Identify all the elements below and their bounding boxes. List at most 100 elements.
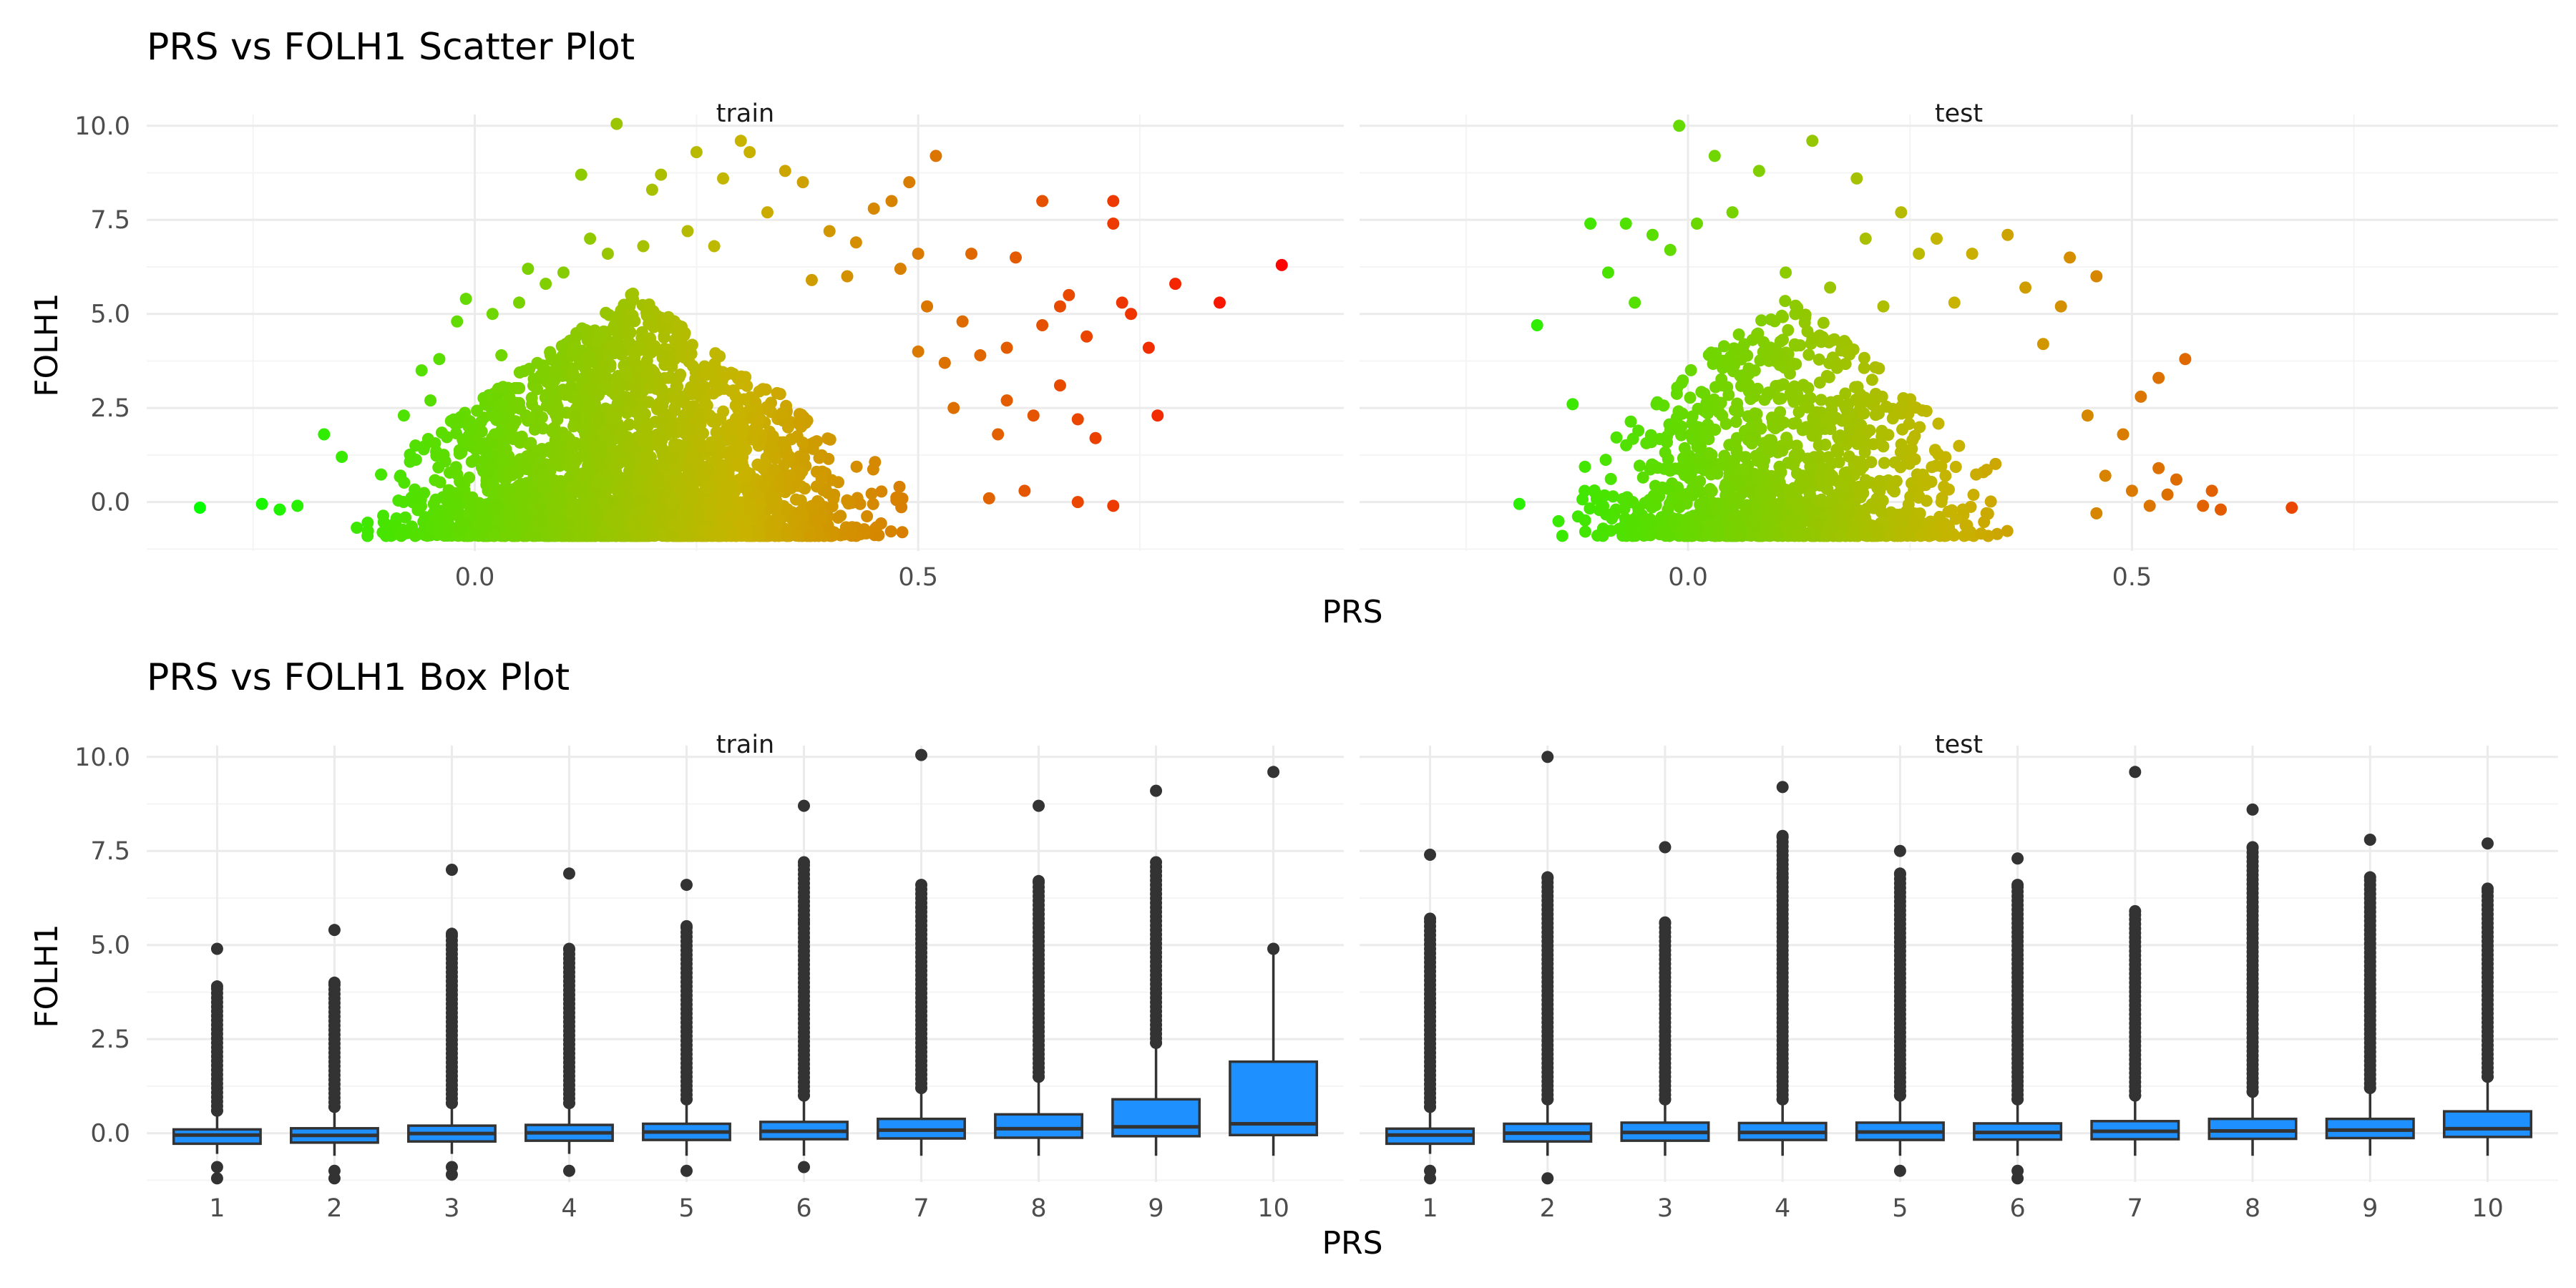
- scatter-point: [1780, 431, 1793, 444]
- scatter-point: [691, 506, 704, 519]
- scatter-point: [804, 530, 816, 542]
- scatter-point: [555, 340, 568, 353]
- scatter-point: [727, 384, 740, 397]
- scatter-point: [743, 146, 756, 159]
- scatter-point: [675, 439, 688, 452]
- scatter-point: [255, 497, 268, 510]
- scatter-point: [1840, 346, 1853, 358]
- scatter-point: [525, 436, 537, 449]
- scatter-point: [1722, 356, 1735, 369]
- scatter-point: [796, 510, 809, 523]
- scatter-point: [768, 463, 781, 476]
- scatter-point: [1629, 296, 1641, 309]
- scatter-point: [1854, 456, 1867, 469]
- scatter-point: [1932, 417, 1945, 430]
- scatter-point: [2197, 499, 2210, 512]
- scatter-point: [513, 366, 526, 379]
- scatter-point: [591, 476, 604, 489]
- scatter-point: [1895, 400, 1908, 413]
- scatter-point: [600, 306, 613, 319]
- scatter-point: [696, 381, 709, 394]
- scatter-point: [1926, 529, 1939, 542]
- scatter-point: [1080, 330, 1093, 343]
- scatter-point: [725, 509, 738, 522]
- scatter-point: [1850, 172, 1863, 185]
- scatter-point: [703, 409, 716, 422]
- scatter-point: [1785, 514, 1797, 527]
- scatter-point: [1063, 288, 1075, 301]
- box-x-axis-title: PRS: [1322, 1225, 1382, 1262]
- scatter-point: [1142, 341, 1155, 354]
- scatter-point: [1942, 483, 1955, 496]
- scatter-point: [1858, 391, 1871, 404]
- scatter-point: [486, 308, 499, 321]
- scatter-point: [361, 517, 374, 530]
- scatter-point: [576, 515, 589, 528]
- scatter-point: [705, 439, 718, 452]
- scatter-point: [728, 448, 741, 461]
- scatter-point: [1729, 509, 1742, 522]
- scatter-point: [1849, 381, 1862, 394]
- scatter-point: [1656, 481, 1669, 494]
- scatter-point: [1908, 516, 1921, 529]
- scatter-point: [798, 452, 811, 464]
- scatter-point: [497, 438, 510, 451]
- scatter-point: [1834, 530, 1847, 542]
- scatter-point: [2090, 507, 2103, 519]
- box-x-tick-label: 8: [1030, 1194, 1046, 1223]
- scatter-point: [2135, 390, 2147, 403]
- scatter-point: [1966, 248, 1979, 260]
- scatter-point-cloud-test: [1552, 295, 2014, 542]
- scatter-point: [513, 396, 526, 409]
- scatter-point: [2143, 499, 2156, 512]
- scatter-point: [719, 475, 732, 488]
- scatter-point: [769, 530, 781, 542]
- scatter-point: [1818, 413, 1830, 426]
- scatter-point: [597, 497, 610, 510]
- scatter-point: [528, 423, 541, 436]
- scatter-point: [336, 451, 348, 464]
- scatter-point: [701, 369, 713, 381]
- box-x-tick-label: 4: [561, 1194, 577, 1223]
- box-outlier: [328, 924, 341, 937]
- scatter-point: [668, 404, 681, 416]
- box-outlier: [562, 867, 575, 880]
- scatter-point: [1619, 218, 1632, 230]
- scatter-point: [762, 404, 775, 416]
- scatter-y-tick-label: 10.0: [74, 112, 130, 141]
- scatter-point: [739, 482, 752, 494]
- scatter-point: [1757, 336, 1770, 348]
- scatter-point: [658, 351, 671, 364]
- scatter-point: [699, 397, 712, 410]
- scatter-point: [1598, 489, 1611, 502]
- scatter-point: [1922, 476, 1935, 489]
- scatter-point: [641, 420, 654, 433]
- scatter-point: [896, 526, 909, 539]
- scatter-point: [1785, 389, 1797, 402]
- scatter-point: [552, 477, 565, 489]
- scatter-point: [643, 396, 655, 409]
- scatter-point: [1853, 486, 1866, 499]
- scatter-point: [1695, 386, 1708, 399]
- scatter-point: [824, 433, 836, 446]
- scatter-point: [1902, 498, 1915, 511]
- box-y-tick-label: 5.0: [90, 932, 130, 960]
- scatter-point: [546, 425, 559, 438]
- scatter-point: [193, 502, 206, 514]
- scatter-point: [858, 523, 871, 536]
- scatter-point: [1858, 351, 1870, 364]
- scatter-point: [525, 391, 538, 404]
- scatter-point: [398, 477, 411, 489]
- scatter-point: [1728, 454, 1741, 467]
- scatter-point: [1871, 522, 1884, 535]
- scatter-point: [1939, 451, 1952, 464]
- scatter-point: [1880, 400, 1893, 413]
- scatter-point: [1639, 514, 1652, 527]
- scatter-point: [1732, 475, 1745, 488]
- scatter-point: [778, 459, 791, 472]
- scatter-point: [598, 522, 611, 535]
- scatter-point: [613, 385, 625, 398]
